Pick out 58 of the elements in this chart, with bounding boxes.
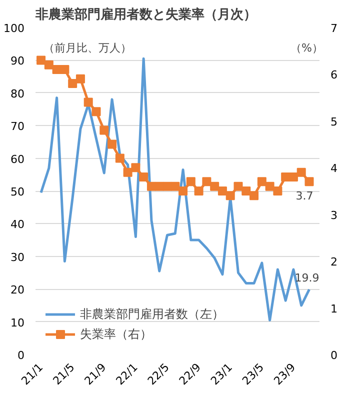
point bbox=[186, 177, 196, 186]
point bbox=[218, 186, 227, 196]
point bbox=[304, 177, 314, 186]
point bbox=[44, 60, 54, 70]
point bbox=[288, 172, 298, 182]
point bbox=[100, 126, 109, 135]
point bbox=[139, 172, 148, 182]
point bbox=[123, 168, 132, 177]
y2-axis-title: （%） bbox=[290, 42, 323, 54]
point bbox=[273, 186, 282, 196]
y-tick-label: 90 bbox=[10, 54, 25, 68]
y-axis-title: （前月比、万人） bbox=[44, 42, 132, 54]
point bbox=[84, 98, 93, 107]
point bbox=[210, 182, 220, 191]
y-tick-label: 70 bbox=[10, 120, 25, 134]
point bbox=[242, 186, 251, 196]
point bbox=[146, 182, 156, 191]
y2-tick-label: 0 bbox=[330, 349, 338, 362]
data-label: 3.7 bbox=[296, 190, 314, 203]
point bbox=[194, 186, 204, 196]
point bbox=[115, 154, 124, 163]
chart-title: 非農業部門雇用者数と失業率（月次） bbox=[34, 6, 256, 22]
y-tick-label: 100 bbox=[4, 22, 25, 35]
point bbox=[202, 177, 212, 186]
point bbox=[296, 168, 306, 177]
y-tick-label: 60 bbox=[10, 152, 25, 166]
point bbox=[170, 182, 180, 191]
data-label: 19.9 bbox=[294, 271, 320, 284]
y2-tick-label: 2 bbox=[330, 256, 338, 269]
point bbox=[178, 186, 188, 196]
y-tick-label: 50 bbox=[10, 186, 25, 198]
point bbox=[92, 107, 101, 116]
y-tick-label: 40 bbox=[10, 218, 25, 232]
point bbox=[250, 191, 259, 200]
y-tick-label: 0 bbox=[18, 349, 24, 362]
point bbox=[265, 182, 274, 191]
y2-tick-label: 1 bbox=[330, 302, 338, 316]
y2-tick-label: 7 bbox=[330, 22, 338, 35]
y-tick-label: 10 bbox=[10, 316, 25, 330]
point bbox=[162, 182, 172, 191]
point bbox=[226, 191, 235, 200]
y-tick-label: 80 bbox=[10, 87, 25, 100]
point bbox=[76, 74, 85, 84]
point bbox=[68, 79, 78, 88]
y2-tick-label: 4 bbox=[330, 162, 338, 176]
y-tick-label: 30 bbox=[10, 250, 25, 264]
point bbox=[234, 182, 243, 191]
point bbox=[257, 177, 266, 186]
y-tick-label: 20 bbox=[10, 284, 25, 297]
point bbox=[36, 56, 46, 65]
y2-tick-label: 5 bbox=[330, 115, 338, 128]
legend-label: 非農業部門雇用者数（左） bbox=[80, 306, 224, 322]
y2-tick-label: 6 bbox=[330, 68, 338, 82]
y2-tick-label: 3 bbox=[330, 208, 338, 222]
legend-label: 失業率（右） bbox=[80, 326, 152, 342]
point bbox=[60, 65, 70, 74]
point bbox=[108, 140, 117, 149]
point bbox=[131, 163, 140, 172]
